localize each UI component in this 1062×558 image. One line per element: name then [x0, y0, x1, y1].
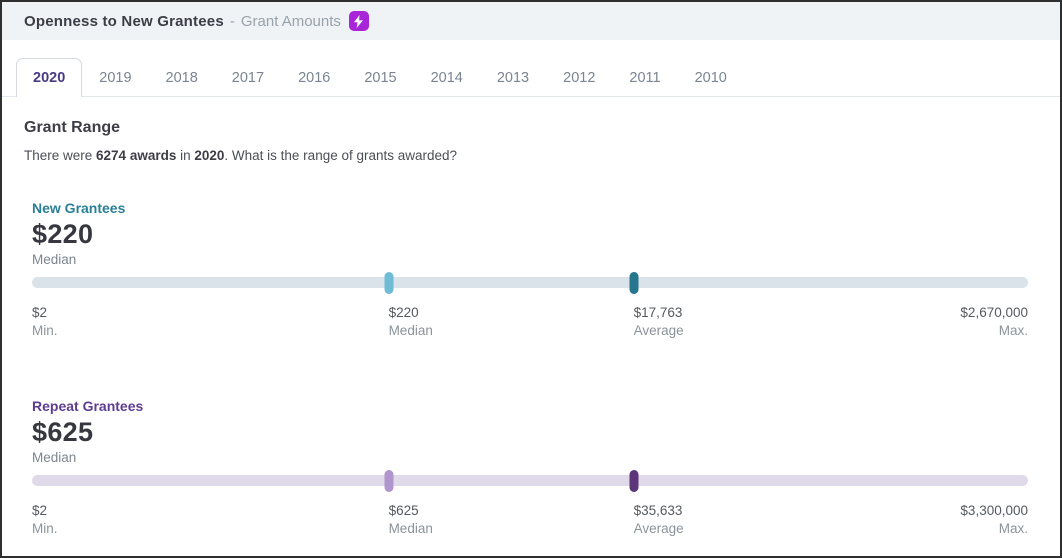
new-grantees-range-slider	[32, 272, 1028, 294]
desc-mid: in	[176, 148, 195, 163]
repeat-grantees-range-slider	[32, 470, 1028, 492]
grant-range-heading: Grant Range	[24, 119, 121, 136]
year-tab-bar: 2020 2019 2018 2017 2016 2015 2014 2013 …	[2, 58, 1060, 97]
tab-2018[interactable]: 2018	[165, 69, 198, 86]
stat-average-label: Average	[633, 323, 684, 338]
stat-min-value: $2	[32, 503, 48, 518]
lightning-bolt-icon	[354, 14, 364, 28]
desc-awards-count: 6274 awards	[96, 148, 177, 163]
stat-median-label: Median	[388, 323, 433, 338]
tab-2015[interactable]: 2015	[364, 69, 397, 86]
stat-average: $17,763 Average	[634, 305, 684, 338]
stat-min-label: Min.	[32, 323, 58, 338]
lightning-bolt-badge[interactable]	[348, 11, 369, 31]
stat-max: $2,670,000 Max.	[960, 305, 1028, 338]
stat-min-value: $2	[32, 305, 48, 320]
repeat-grantees-median-caption: Median	[32, 450, 77, 465]
repeat-grantees-average-marker[interactable]	[629, 470, 639, 492]
new-grantees-median-caption: Median	[32, 252, 77, 267]
stat-median-value: $625	[388, 503, 419, 518]
new-grantees-median-value: $220	[32, 219, 94, 249]
new-grantees-stats: $2 Min. $220 Median $17,763 Average $2,6…	[32, 305, 1028, 339]
new-grantees-slider-track	[32, 277, 1028, 288]
stat-max-label: Max.	[998, 323, 1028, 338]
desc-year: 2020	[194, 148, 225, 163]
stat-max-value: $2,670,000	[960, 305, 1028, 320]
stat-min-label: Min.	[32, 521, 58, 536]
repeat-grantees-stats: $2 Min. $625 Median $35,633 Average $3,3…	[32, 503, 1028, 537]
title-separator: -	[229, 12, 235, 30]
tab-2016[interactable]: 2016	[298, 69, 331, 86]
stat-median: $220 Median	[389, 305, 433, 338]
tab-2010[interactable]: 2010	[694, 69, 727, 86]
repeat-grantees-median-value: $625	[32, 417, 94, 447]
repeat-grantees-slider-track	[32, 475, 1028, 486]
stat-max-value: $3,300,000	[960, 503, 1028, 518]
tab-2014[interactable]: 2014	[430, 69, 463, 86]
tab-2019[interactable]: 2019	[99, 69, 132, 86]
tab-2013[interactable]: 2013	[496, 69, 530, 86]
tab-2011[interactable]: 2011	[629, 69, 661, 86]
stat-average-value: $17,763	[633, 305, 683, 320]
page-title: Openness to New Grantees	[24, 12, 224, 30]
repeat-grantees-label: Repeat Grantees	[32, 398, 144, 414]
tab-2017[interactable]: 2017	[231, 69, 265, 86]
desc-prefix: There were	[24, 148, 97, 163]
stat-min: $2 Min.	[32, 305, 58, 338]
new-grantees-card: New Grantees $220 Median $2 Min. $220 Me…	[32, 200, 1028, 339]
new-grantees-median-marker[interactable]	[384, 272, 394, 294]
tab-2020[interactable]: 2020	[16, 58, 83, 97]
repeat-grantees-median-marker[interactable]	[384, 470, 394, 492]
stat-average: $35,633 Average	[634, 503, 684, 536]
stat-max-label: Max.	[998, 521, 1028, 536]
header-bar: Openness to New Grantees - Grant Amounts	[2, 2, 1060, 40]
page-subtitle: Grant Amounts	[240, 12, 341, 30]
stat-median: $625 Median	[389, 503, 433, 536]
desc-suffix: . What is the range of grants awarded?	[224, 148, 458, 163]
new-grantees-average-marker[interactable]	[629, 272, 639, 294]
stat-min: $2 Min.	[32, 503, 58, 536]
stat-average-label: Average	[633, 521, 684, 536]
content-area: Grant Range There were 6274 awards in 20…	[2, 119, 1060, 537]
stat-max: $3,300,000 Max.	[960, 503, 1028, 536]
new-grantees-label: New Grantees	[32, 200, 126, 216]
repeat-grantees-card: Repeat Grantees $625 Median $2 Min. $625…	[32, 398, 1028, 537]
stat-average-value: $35,633	[633, 503, 683, 518]
grant-range-description: There were 6274 awards in 2020. What is …	[24, 148, 1038, 163]
stat-median-value: $220	[388, 305, 419, 320]
stat-median-label: Median	[388, 521, 433, 536]
tab-2012[interactable]: 2012	[563, 69, 596, 86]
